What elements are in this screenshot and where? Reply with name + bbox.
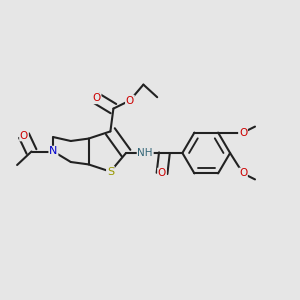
Text: O: O: [239, 168, 247, 178]
Text: O: O: [158, 168, 166, 178]
Text: O: O: [92, 93, 101, 103]
Text: N: N: [49, 146, 58, 157]
Text: S: S: [107, 167, 114, 177]
Text: O: O: [126, 95, 134, 106]
Text: O: O: [239, 128, 247, 138]
Text: NH: NH: [137, 148, 153, 158]
Text: O: O: [20, 130, 28, 141]
